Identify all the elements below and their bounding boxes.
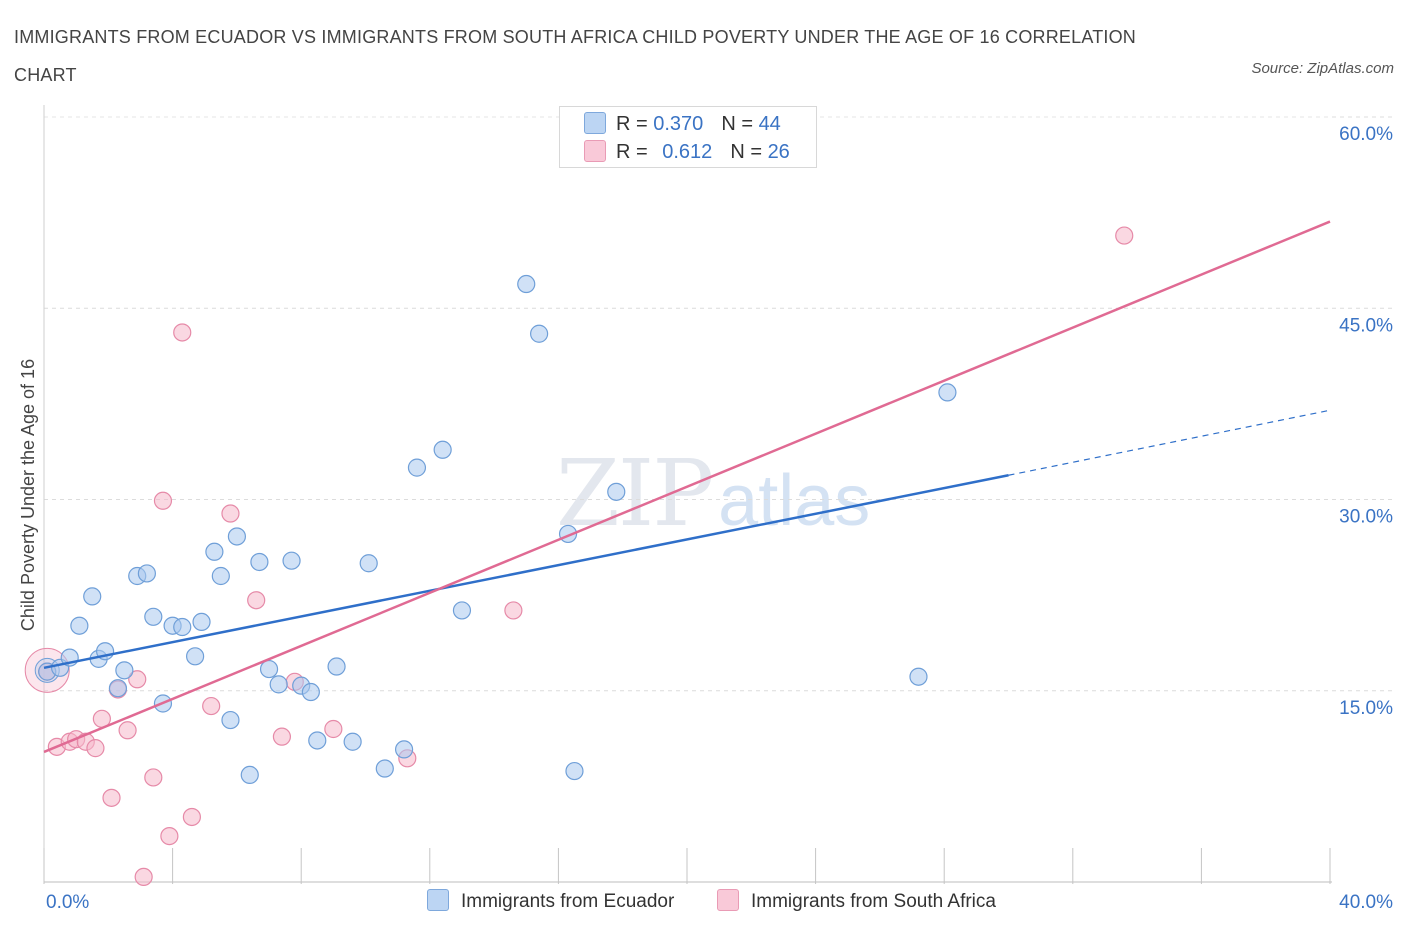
ecuador-point-16	[192, 612, 211, 632]
south-africa-point-20	[272, 727, 292, 746]
ecuador-point-23	[259, 659, 279, 679]
ecuador-point-4	[83, 587, 102, 606]
bottom-sa-swatch	[717, 889, 739, 911]
south-africa-point-12	[144, 768, 163, 787]
ecuador-point-43	[938, 383, 957, 402]
ecuador-point-8	[115, 661, 134, 680]
south-africa-point-24	[504, 601, 523, 620]
south-africa-point-14	[160, 826, 179, 846]
ecuador-point-37	[517, 274, 536, 294]
ecuador-point-21	[240, 765, 259, 785]
ecuador-r-value: 0.370	[653, 113, 704, 135]
sa-r-value: 0.612	[662, 141, 713, 163]
south-africa-point-17	[202, 696, 221, 716]
sa-n-label: N =	[730, 141, 768, 163]
ecuador-n-label: N =	[721, 113, 759, 135]
ecuador-point-24	[269, 675, 288, 694]
ecuador-trend-line	[43, 474, 1009, 670]
sa-n-value: 26	[767, 141, 790, 163]
ecuador-point-41	[607, 482, 626, 501]
south-africa-point-10	[128, 670, 147, 689]
y-tick-label-45: 45.0%	[1339, 315, 1393, 336]
bottom-legend-south-africa: Immigrants from South Africa	[717, 888, 996, 916]
source-label: Source: ZipAtlas.com	[1251, 60, 1394, 77]
ecuador-point-36	[452, 601, 472, 620]
y-axis-title: Child Poverty Under the Age of 16	[18, 359, 38, 631]
ecuador-point-15	[186, 647, 205, 666]
ecuador-point-20	[227, 527, 246, 546]
south-africa-point-7	[102, 788, 121, 807]
ecuador-point-29	[327, 657, 346, 676]
chart-title: IMMIGRANTS FROM ECUADOR VS IMMIGRANTS FR…	[14, 27, 1136, 85]
ecuador-point-14	[173, 617, 192, 637]
ecuador-trend-extension	[1008, 409, 1331, 476]
ecuador-point-19	[221, 710, 240, 730]
ecuador-n-value: 44	[758, 113, 781, 135]
y-tick-label-60: 60.0%	[1339, 124, 1393, 145]
ecuador-point-17	[205, 542, 224, 561]
ecuador-swatch	[584, 112, 606, 134]
south-africa-point-18	[221, 504, 240, 523]
south-africa-point-9	[118, 721, 137, 740]
ecuador-point-28	[308, 731, 327, 750]
ecuador-point-30	[343, 732, 362, 751]
ecuador-point-10	[137, 564, 156, 583]
south-africa-point-22	[324, 719, 343, 739]
ecuador-point-22	[250, 552, 269, 572]
ecuador-point-27	[301, 682, 320, 702]
ecuador-point-31	[359, 554, 378, 573]
ecuador-point-34	[407, 458, 427, 477]
ecuador-point-18	[211, 566, 230, 586]
ecuador-point-38	[530, 324, 549, 343]
x-tick-label-max: 40.0%	[1339, 892, 1393, 913]
south-africa-swatch	[584, 140, 606, 162]
south-africa-point-13	[153, 491, 173, 510]
correlation-legend: R = 0.370 N = 44 R = 0.612 N = 26	[559, 106, 817, 168]
legend-row-south-africa: R = 0.612 N = 26	[584, 138, 790, 166]
south-africa-point-11	[134, 867, 153, 887]
ecuador-r-label: R =	[616, 113, 654, 135]
bottom-legend-ecuador: Immigrants from Ecuador	[427, 888, 674, 916]
x-tick-label-min: 0.0%	[46, 892, 89, 913]
south-africa-point-15	[173, 323, 192, 342]
bottom-ecuador-label: Immigrants from Ecuador	[461, 891, 675, 912]
y-tick-label-30: 30.0%	[1339, 507, 1393, 528]
south-africa-point-16	[182, 807, 201, 827]
south-africa-point-25	[1115, 226, 1134, 245]
ecuador-point-35	[433, 440, 452, 459]
sa-r-label: R =	[616, 141, 654, 163]
south-africa-point-19	[247, 591, 266, 610]
ecuador-point-40	[565, 761, 584, 781]
ecuador-point-33	[394, 740, 414, 759]
bottom-ecuador-swatch	[427, 889, 449, 911]
ecuador-point-42	[909, 667, 928, 686]
bottom-sa-label: Immigrants from South Africa	[751, 891, 996, 912]
ecuador-point-11	[144, 607, 163, 626]
ecuador-point-32	[375, 759, 394, 778]
y-tick-label-15: 15.0%	[1339, 698, 1393, 719]
south-africa-point-5	[86, 739, 105, 758]
south-africa-trend-line	[43, 220, 1331, 754]
ecuador-point-25	[282, 551, 301, 570]
legend-row-ecuador: R = 0.370 N = 44	[584, 110, 781, 138]
ecuador-point-7	[108, 679, 128, 698]
ecuador-point-3	[70, 616, 89, 635]
